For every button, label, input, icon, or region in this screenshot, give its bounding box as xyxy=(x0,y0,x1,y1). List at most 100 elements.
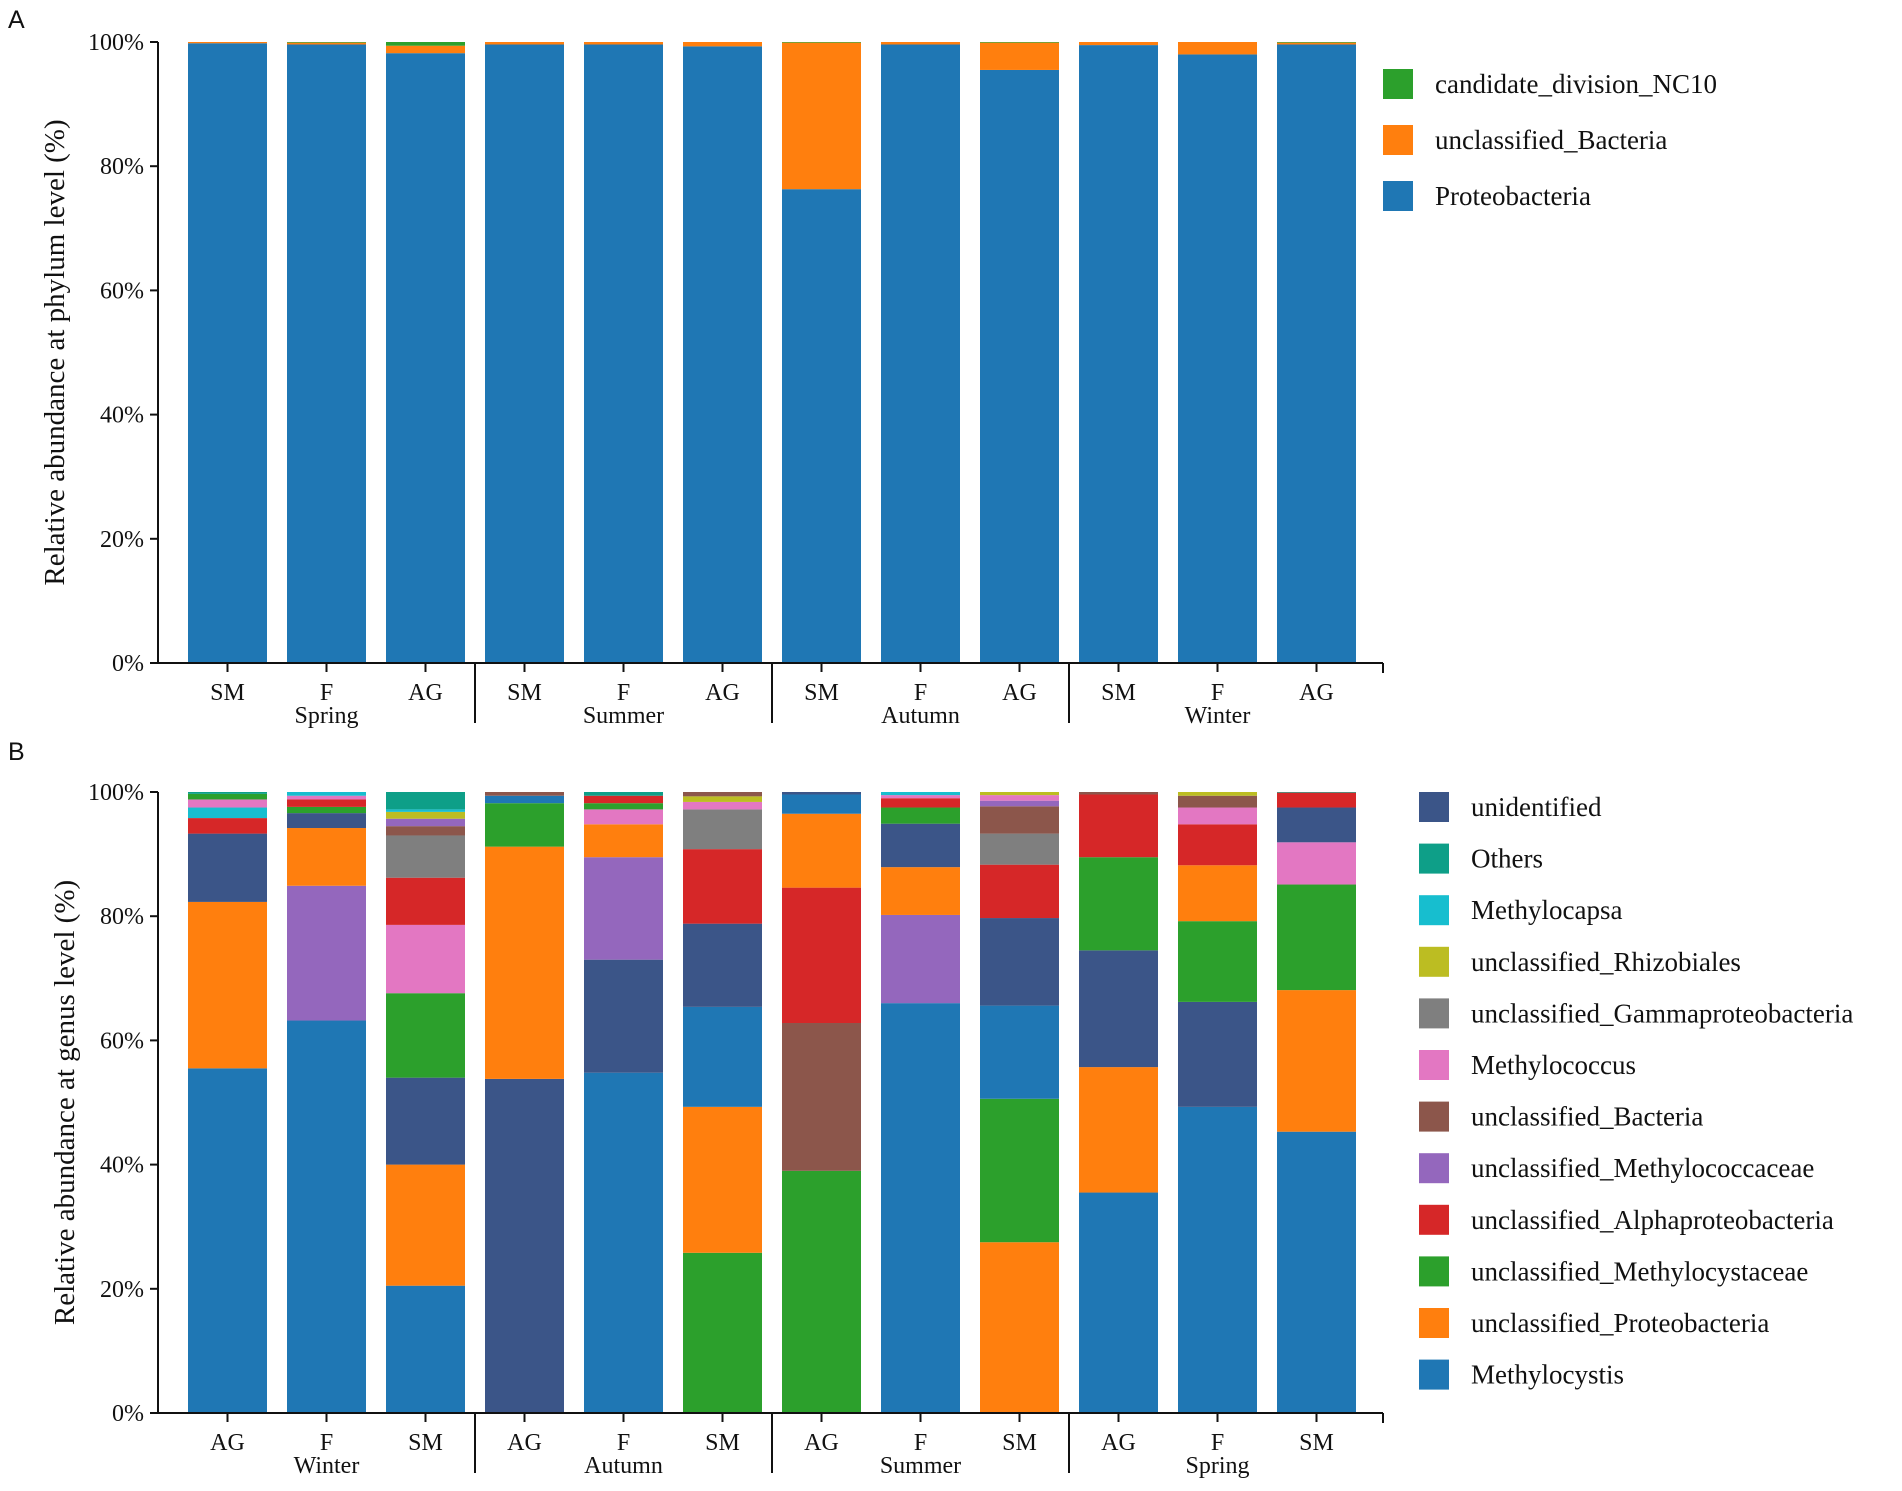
x-tick-label: F xyxy=(914,680,927,706)
legend-swatch xyxy=(1419,998,1449,1029)
legend-swatch xyxy=(1419,1153,1449,1184)
bar-segment xyxy=(881,42,960,45)
legend-swatch xyxy=(1419,946,1449,977)
x-group-label: Spring xyxy=(1185,1453,1249,1479)
chart-panel-b: B 0% 20% 40% 60% 80% 100% Relative abundance at… xyxy=(8,738,1853,1479)
bar-segment xyxy=(980,42,1059,70)
legend-swatch xyxy=(1419,1256,1449,1287)
bar-segment xyxy=(881,798,960,808)
y-tick-label: 60% xyxy=(100,1028,144,1054)
bar-segment xyxy=(782,813,861,888)
y-tick-label: 20% xyxy=(100,527,144,553)
bar-segment xyxy=(485,1078,564,1413)
bar-segment xyxy=(287,813,366,829)
bar-segment xyxy=(386,792,465,810)
x-group-label: Winter xyxy=(294,1453,360,1479)
panel-label: A xyxy=(8,6,25,34)
bar-segment xyxy=(287,792,366,796)
bar-segment xyxy=(584,959,663,1073)
x-tick-label: SM xyxy=(507,680,542,706)
legend-swatch xyxy=(1383,69,1413,99)
bar-segment xyxy=(386,993,465,1078)
legend-swatch xyxy=(1419,792,1449,822)
bar-segment xyxy=(980,800,1059,807)
stacked-bar xyxy=(1277,792,1356,1413)
stacked-bar xyxy=(485,42,564,663)
bar-segment xyxy=(287,806,366,814)
stacked-bar xyxy=(188,42,267,663)
x-tick-label: F xyxy=(320,680,333,706)
bar-segment xyxy=(386,45,465,54)
bar-segment xyxy=(485,803,564,847)
bar-segment xyxy=(683,849,762,924)
x-tick-label: SM xyxy=(705,1430,740,1456)
bar-segment xyxy=(386,818,465,827)
bar-segment xyxy=(188,43,267,663)
bar-segment xyxy=(584,44,663,663)
bar-segment xyxy=(188,799,267,808)
bar-segment xyxy=(782,42,861,43)
legend-item: Others xyxy=(1419,843,1543,874)
legend-item: unclassified_Alphaproteobacteria xyxy=(1419,1204,1834,1235)
bar-segment xyxy=(980,69,1059,663)
panel-label: B xyxy=(8,738,25,766)
bar-segment xyxy=(881,807,960,824)
bar-segment xyxy=(980,806,1059,834)
bar-segment xyxy=(782,792,861,795)
x-tick-label: SM xyxy=(408,1430,443,1456)
bar-segment xyxy=(1277,792,1356,808)
bar-segment xyxy=(683,801,762,810)
legend-item: unclassified_Bacteria xyxy=(1419,1101,1703,1132)
legend-label: Others xyxy=(1471,844,1543,874)
bar-segment xyxy=(485,846,564,1079)
legend-label: unclassified_Methylococcaceae xyxy=(1471,1153,1814,1183)
bar-segment xyxy=(386,1285,465,1413)
stacked-bar xyxy=(1178,792,1257,1413)
legend-item: unclassified_Bacteria xyxy=(1383,125,1667,155)
legend-item: candidate_division_NC10 xyxy=(1383,69,1717,99)
x-group-label: Summer xyxy=(880,1453,961,1479)
bar-segment xyxy=(287,1020,366,1413)
bar-segment xyxy=(188,792,267,794)
legend-item: Methylocystis xyxy=(1419,1359,1624,1390)
bar-segment xyxy=(881,792,960,796)
bar-segment xyxy=(1277,42,1356,43)
y-tick-label: 40% xyxy=(100,1153,144,1179)
bar-segment xyxy=(386,877,465,925)
legend-item: Methylocapsa xyxy=(1419,895,1622,926)
bar-segment xyxy=(584,792,663,796)
stacked-bar xyxy=(485,792,564,1413)
bar-segment xyxy=(980,833,1059,865)
legend-item: unidentified xyxy=(1419,792,1602,822)
stacked-bar xyxy=(386,792,465,1413)
legend-label: candidate_division_NC10 xyxy=(1435,69,1717,99)
bar-segment xyxy=(683,809,762,850)
x-tick-label: AG xyxy=(408,680,443,706)
bar-segment xyxy=(683,1106,762,1253)
x-group-label: Summer xyxy=(583,703,664,729)
legend-label: unclassified_Proteobacteria xyxy=(1471,1308,1769,1338)
bar-segment xyxy=(881,1003,960,1413)
legend-item: unclassified_Gammaproteobacteria xyxy=(1419,998,1853,1029)
stacked-bar xyxy=(386,42,465,664)
stacked-bar xyxy=(1079,792,1158,1413)
legend-item: unclassified_Rhizobiales xyxy=(1419,946,1741,977)
bar-segment xyxy=(782,189,861,663)
stacked-bar xyxy=(881,792,960,1413)
bar-segment xyxy=(287,44,366,663)
stacked-bar xyxy=(1277,42,1356,663)
y-tick-label: 60% xyxy=(100,278,144,304)
bar-segment xyxy=(386,1077,465,1165)
legend-label: unidentified xyxy=(1471,792,1602,822)
bar-segment xyxy=(782,42,861,190)
bar-segment xyxy=(1178,1001,1257,1107)
stacked-bar xyxy=(287,792,366,1413)
bar-segment xyxy=(584,857,663,960)
bar-segment xyxy=(1178,42,1257,55)
bar-segment xyxy=(1178,824,1257,866)
bar-segment xyxy=(1178,792,1257,796)
bar-segment xyxy=(683,792,762,797)
bar-segment xyxy=(584,1072,663,1413)
bar-segment xyxy=(683,46,762,664)
